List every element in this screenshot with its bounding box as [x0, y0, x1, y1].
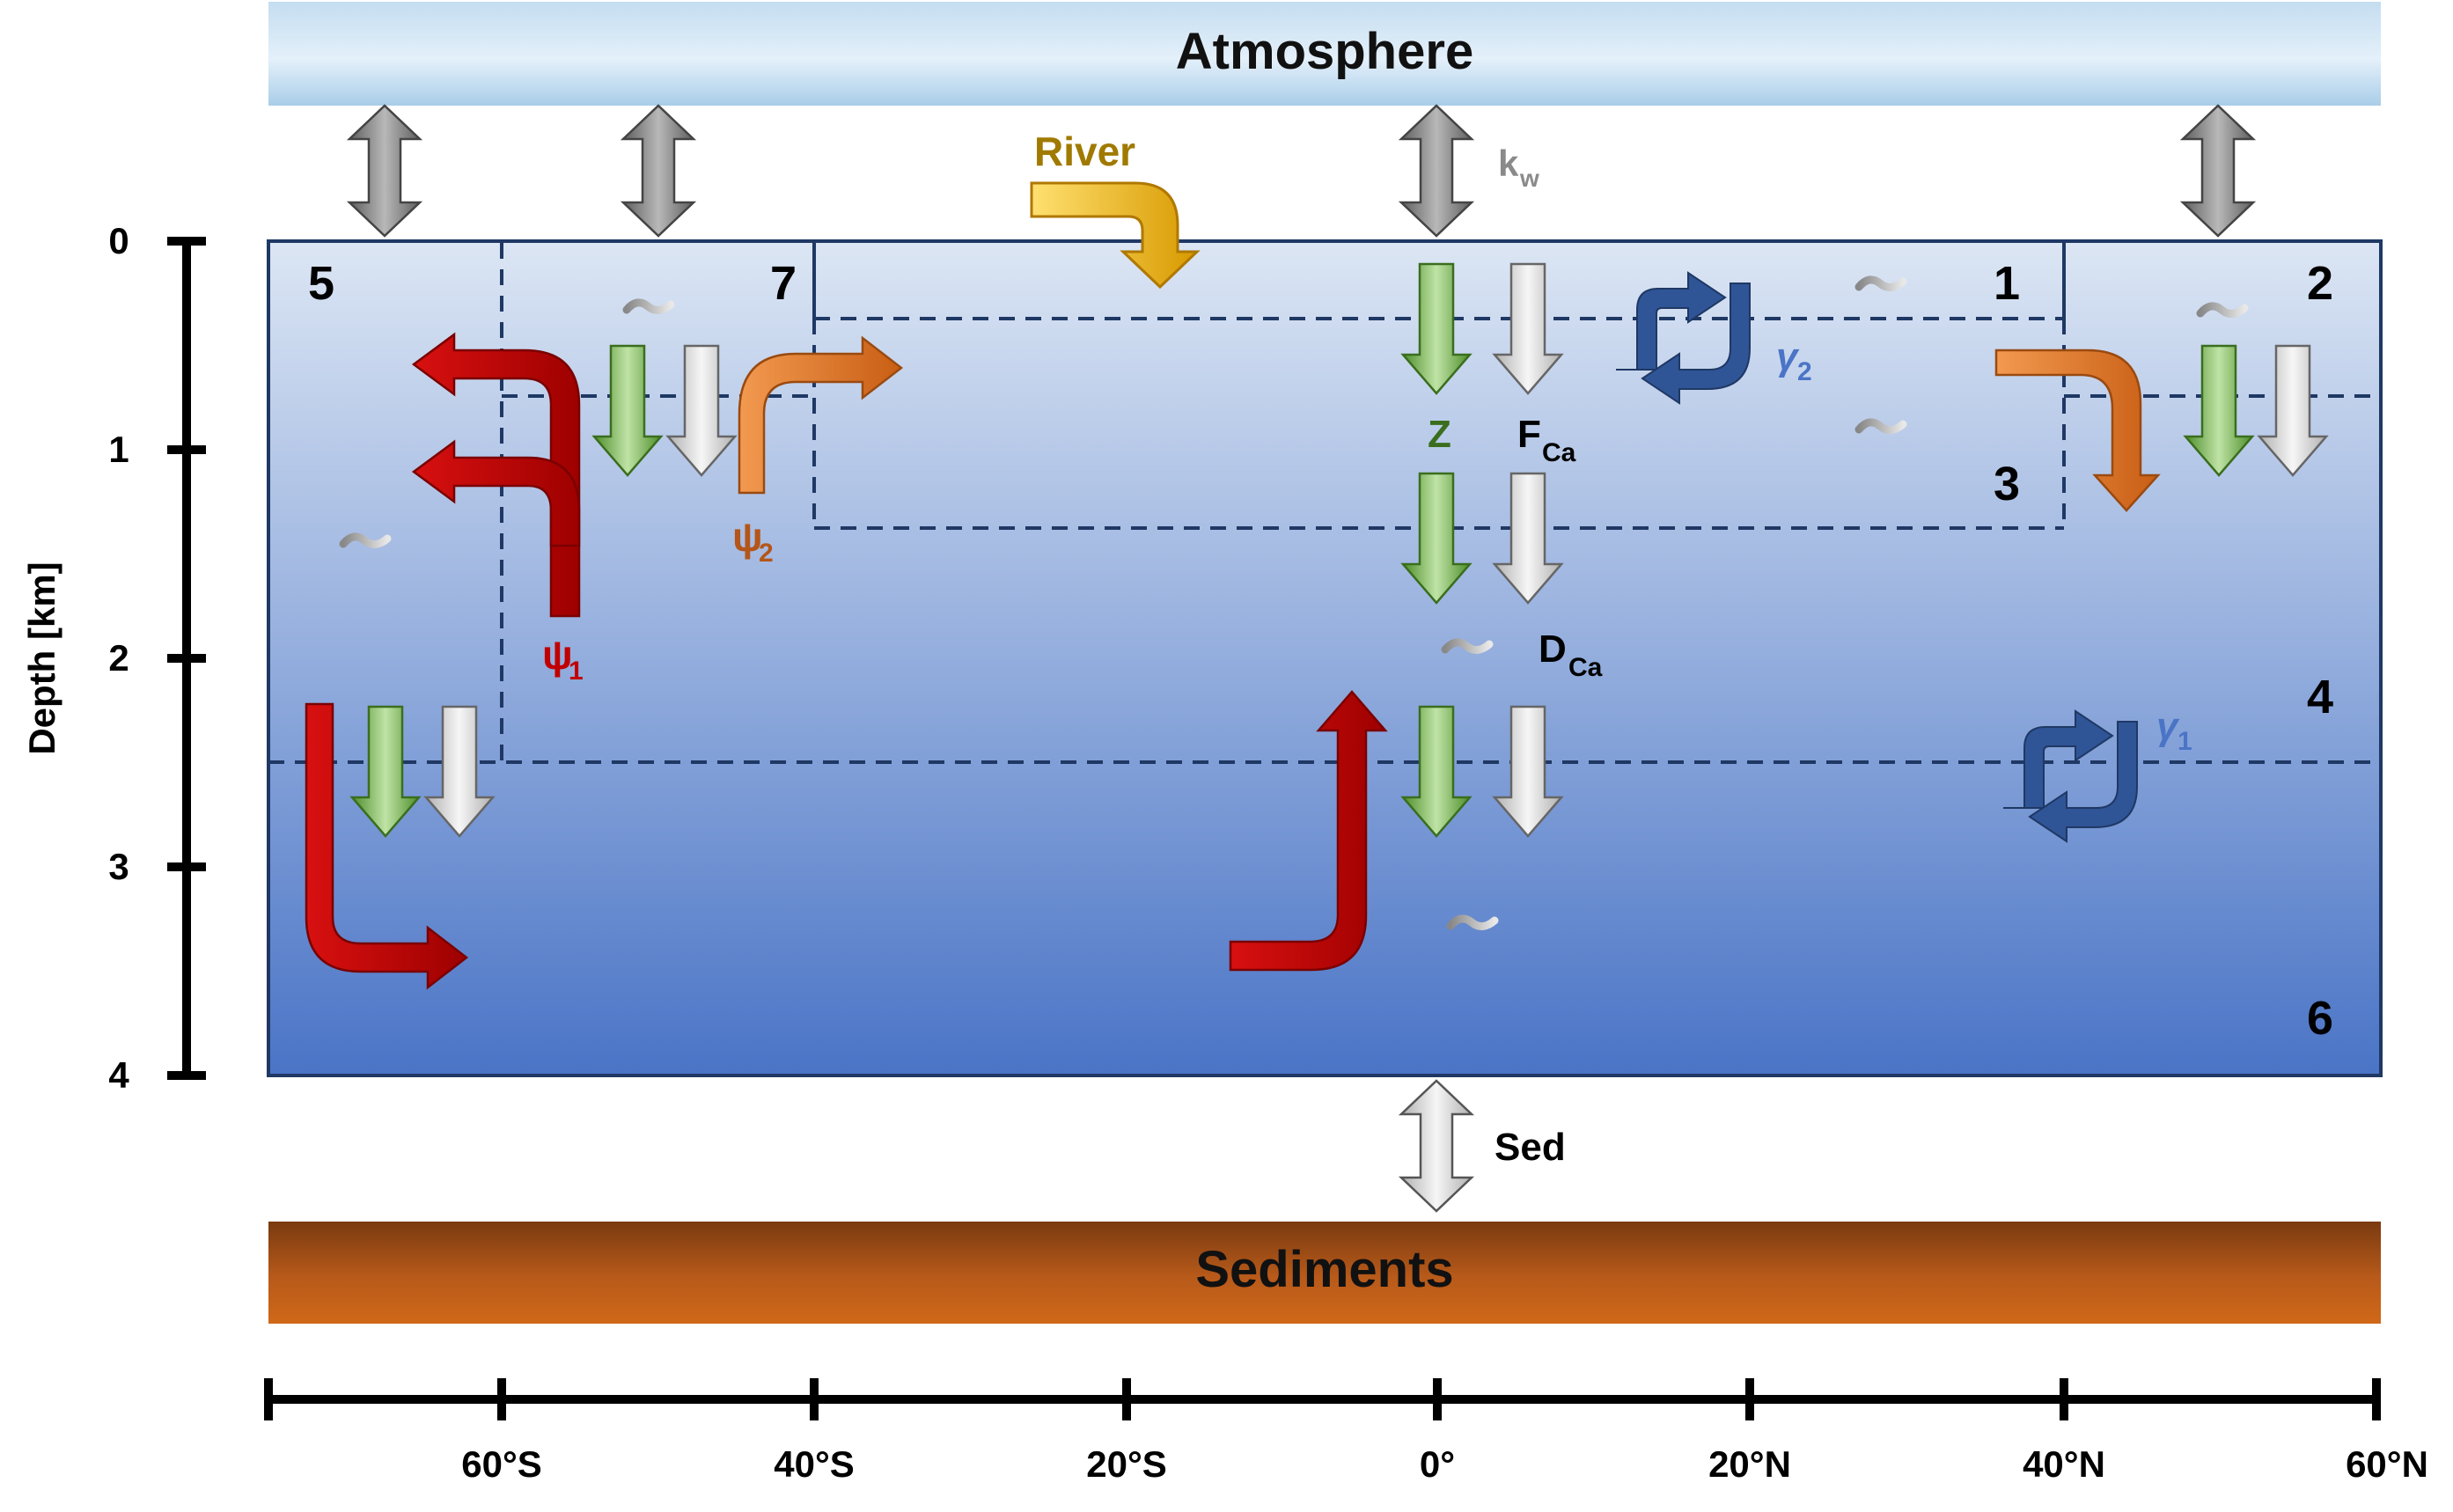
psi2-circulation	[738, 335, 2161, 512]
depth-tick-label: 0	[108, 220, 129, 261]
box-number-5: 5	[308, 257, 334, 310]
box-number-1: 1	[1994, 257, 2020, 310]
svg-text:γ: γ	[1776, 335, 1800, 378]
psi1-upwelling-arrow	[411, 439, 581, 547]
svg-text:Ca: Ca	[1568, 653, 1603, 682]
carbonate-flux-arrow	[1492, 262, 1564, 395]
svg-text:k: k	[1498, 143, 1519, 184]
psi2-upwelling-arrow	[738, 335, 904, 495]
box-number-6: 6	[2307, 992, 2333, 1045]
psi2-sinking-arrow	[1994, 349, 2161, 512]
atmosphere-label: Atmosphere	[1176, 23, 1473, 80]
psi1-upwelling-arrow	[1229, 690, 1388, 972]
depth-tick-label: 2	[108, 637, 129, 679]
depth-axis: 0 1 2 3 4 Depth [km]	[21, 220, 206, 1096]
svg-text:ψ: ψ	[732, 514, 763, 560]
air-sea-exchange-arrow	[2179, 104, 2257, 238]
kw-label: k w	[1498, 143, 1539, 192]
svg-text:Ca: Ca	[1542, 438, 1576, 467]
psi2-label: ψ 2	[732, 514, 774, 568]
carbonate-flux-arrow	[2257, 344, 2329, 477]
box-number-2: 2	[2307, 257, 2333, 310]
tilde-squiggle	[622, 298, 675, 314]
svg-text:2: 2	[759, 539, 774, 568]
latitude-tick-label: 40°S	[774, 1443, 855, 1485]
tilde-squiggle	[1854, 418, 1907, 434]
sediment-exchange-arrow	[1398, 1079, 1475, 1213]
organic-flux-arrow	[591, 344, 664, 477]
carbonate-flux-arrow	[1492, 472, 1564, 605]
psi1-label: ψ 1	[542, 632, 584, 686]
air-sea-exchange-arrow	[620, 104, 697, 238]
box-number-3: 3	[1994, 458, 2020, 510]
tilde-squiggle	[1441, 638, 1494, 654]
depth-axis-label: Depth [km]	[21, 561, 62, 754]
river-label: River	[1034, 128, 1135, 174]
gamma2-mixing-cycle	[1616, 271, 1751, 405]
svg-text:ψ: ψ	[542, 632, 573, 678]
gamma2-label: γ 2	[1776, 335, 1812, 386]
depth-tick-label: 4	[108, 1054, 129, 1096]
latitude-tick-label: 60°N	[2346, 1443, 2428, 1485]
svg-text:1: 1	[569, 657, 584, 686]
depth-tick-label: 1	[108, 429, 129, 470]
psi1-upwelling-arrow	[411, 332, 581, 618]
tilde-squiggle	[339, 532, 392, 548]
organic-flux-arrow	[1400, 705, 1473, 838]
latitude-tick-label: 20°N	[1708, 1443, 1791, 1485]
depth-tick-label: 3	[108, 846, 129, 887]
organic-flux-arrow	[1400, 262, 1473, 395]
box-number-4: 4	[2307, 671, 2333, 723]
psi1-circulation	[305, 332, 1388, 990]
svg-text:w: w	[1519, 165, 1539, 192]
z-label: Z	[1428, 413, 1451, 456]
svg-text:γ: γ	[2156, 705, 2180, 748]
river-arrow	[1030, 181, 1201, 290]
carbonate-flux-arrow	[1492, 705, 1564, 838]
tilde-squiggle	[1446, 914, 1499, 930]
latitude-tick-label: 20°S	[1086, 1443, 1167, 1485]
svg-text:D: D	[1539, 628, 1567, 671]
sed-label: Sed	[1495, 1126, 1566, 1169]
svg-text:1: 1	[2178, 727, 2192, 756]
air-sea-exchange-arrow	[1398, 104, 1475, 238]
box-number-7: 7	[770, 257, 797, 310]
latitude-tick-label: 0°	[1420, 1443, 1455, 1485]
tilde-squiggle	[2196, 302, 2249, 318]
latitude-tick-label: 40°N	[2023, 1443, 2105, 1485]
atmosphere-layer: Atmosphere	[268, 2, 2381, 106]
air-sea-exchange-arrow	[346, 104, 423, 238]
latitude-axis: 60°S 40°S 20°S 0° 20°N 40°N 60°N	[264, 1378, 2428, 1485]
fca-label: F Ca	[1517, 413, 1576, 467]
psi1-sinking-arrow	[305, 702, 469, 990]
organic-flux-arrow	[349, 705, 422, 838]
sediments-layer: Sediments	[268, 1222, 2381, 1324]
gamma1-label: γ 1	[2156, 705, 2192, 756]
dca-label: D Ca	[1539, 628, 1603, 682]
svg-text:F: F	[1517, 413, 1541, 456]
carbonate-flux-arrow	[665, 344, 738, 477]
gamma1-mixing-cycle	[2003, 709, 2138, 843]
particle-flux-arrows	[349, 262, 2329, 838]
tilde-squiggle	[1854, 275, 1907, 291]
svg-text:2: 2	[1797, 357, 1812, 386]
carbonate-flux-arrow	[423, 705, 496, 838]
latitude-tick-label: 60°S	[461, 1443, 542, 1485]
sediments-label: Sediments	[1195, 1241, 1453, 1298]
organic-flux-arrow	[1400, 472, 1473, 605]
organic-flux-arrow	[2183, 344, 2255, 477]
